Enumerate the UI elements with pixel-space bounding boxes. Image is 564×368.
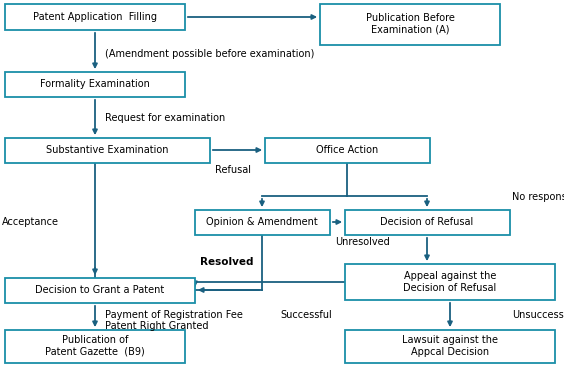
FancyBboxPatch shape xyxy=(5,4,185,30)
Text: Unsuccessf: Unsuccessf xyxy=(512,310,564,320)
Text: No response: No response xyxy=(512,192,564,202)
Text: Substantive Examination: Substantive Examination xyxy=(46,145,168,155)
Text: Resolved: Resolved xyxy=(200,257,253,267)
Text: Opinion & Amendment: Opinion & Amendment xyxy=(206,217,318,227)
Text: Publication of
Patent Gazette  (B9): Publication of Patent Gazette (B9) xyxy=(45,335,145,357)
Text: Request for examination: Request for examination xyxy=(105,113,225,123)
Text: Patent Right Granted: Patent Right Granted xyxy=(105,321,209,331)
FancyBboxPatch shape xyxy=(5,72,185,97)
FancyBboxPatch shape xyxy=(265,138,430,163)
Text: Payment of Registration Fee: Payment of Registration Fee xyxy=(105,310,243,320)
Text: Publication Before
Examination (A): Publication Before Examination (A) xyxy=(365,13,455,35)
Text: Decision to Grant a Patent: Decision to Grant a Patent xyxy=(36,285,165,295)
FancyBboxPatch shape xyxy=(320,4,500,45)
Text: Successful: Successful xyxy=(280,310,332,320)
Text: Formality Examination: Formality Examination xyxy=(40,79,150,89)
Text: Appeal against the
Decision of Refusal: Appeal against the Decision of Refusal xyxy=(403,271,497,293)
FancyBboxPatch shape xyxy=(195,210,330,235)
FancyBboxPatch shape xyxy=(345,210,510,235)
Text: Lawsuit against the
Appcal Decision: Lawsuit against the Appcal Decision xyxy=(402,335,498,357)
FancyBboxPatch shape xyxy=(5,278,195,303)
Text: Patent Application  Filling: Patent Application Filling xyxy=(33,12,157,22)
Text: Acceptance: Acceptance xyxy=(2,217,59,227)
Text: Refusal: Refusal xyxy=(215,165,251,175)
FancyBboxPatch shape xyxy=(5,138,210,163)
Text: Decision of Refusal: Decision of Refusal xyxy=(380,217,474,227)
FancyBboxPatch shape xyxy=(345,330,555,363)
Text: Unresolved: Unresolved xyxy=(335,237,390,247)
FancyBboxPatch shape xyxy=(345,264,555,300)
Text: Office Action: Office Action xyxy=(316,145,378,155)
FancyBboxPatch shape xyxy=(5,330,185,363)
Text: (Amendment possible before examination): (Amendment possible before examination) xyxy=(105,49,314,59)
